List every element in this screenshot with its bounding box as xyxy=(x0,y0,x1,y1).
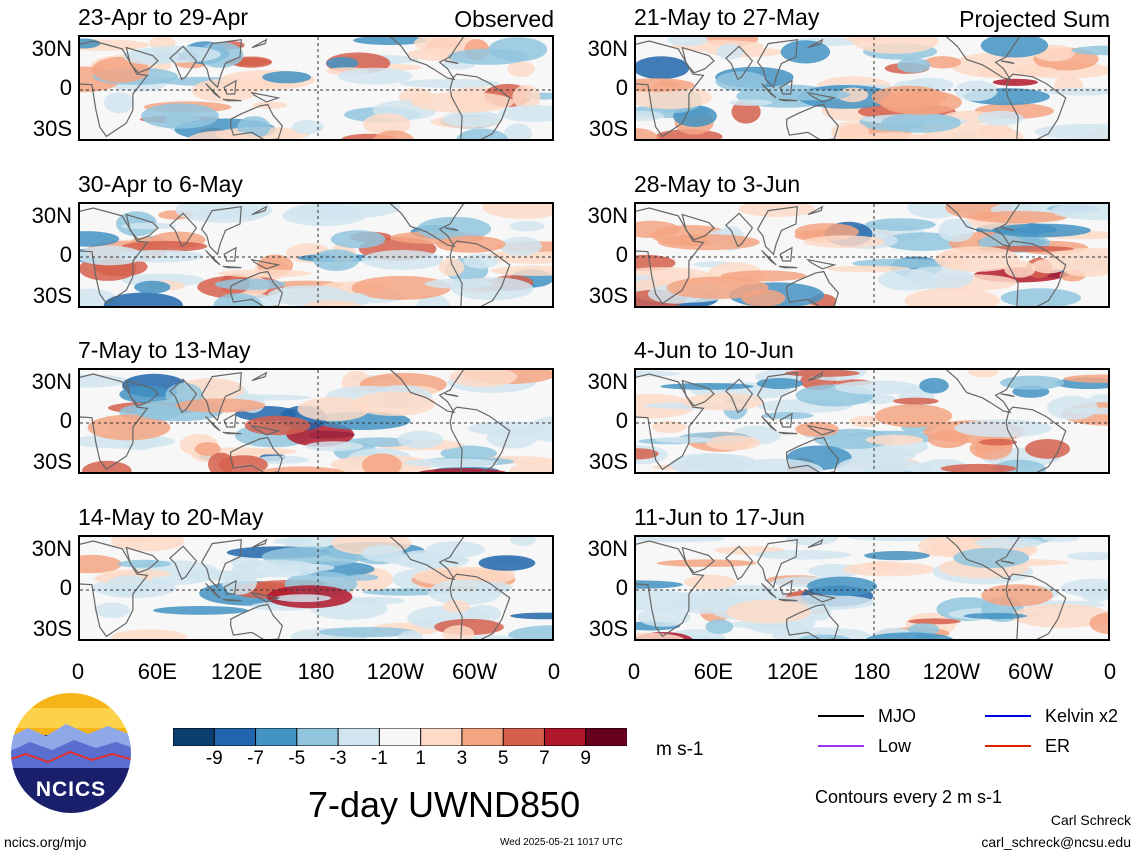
lon-label-right-2: 120E xyxy=(766,659,819,684)
colorbar-swatch-0 xyxy=(172,727,216,747)
lon-label-left-6: 0 xyxy=(547,659,561,684)
lat-label-left-2-0: 30N xyxy=(31,369,72,394)
map-panel-right-3 xyxy=(634,535,1110,641)
colorbar-label-7: 5 xyxy=(497,748,509,769)
legend-label-er: ER xyxy=(1045,736,1071,756)
colorbar-label-3: -3 xyxy=(329,748,347,769)
panel-title-right-0: 21-May to 27-May xyxy=(634,4,820,30)
projected-label: Projected Sum xyxy=(959,6,1110,32)
author-name: Carl Schreck xyxy=(1050,812,1131,828)
colorbar-swatch-9 xyxy=(543,727,587,747)
colorbar-label-2: -5 xyxy=(288,748,306,769)
lat-label-left-1-1: 0 xyxy=(59,242,72,267)
colorbar-swatch-2 xyxy=(255,727,298,747)
lon-label-left-1: 60E xyxy=(137,659,177,684)
lon-label-left-3: 180 xyxy=(297,659,335,684)
colorbar-label-0: -9 xyxy=(205,748,223,769)
lon-label-right-0: 0 xyxy=(627,659,641,684)
lon-label-right-3: 180 xyxy=(853,659,891,684)
lat-label-right-3-1: 0 xyxy=(615,575,628,600)
legend-line-kelvin xyxy=(985,715,1031,717)
legend-label-mjo: MJO xyxy=(878,706,916,726)
main-title: 7-day UWND850 xyxy=(308,784,581,825)
panel-title-right-2: 4-Jun to 10-Jun xyxy=(634,337,794,363)
site-url: ncics.org/mjo xyxy=(4,834,87,850)
lon-label-left-4: 120W xyxy=(366,659,425,684)
panel-title-right-3: 11-Jun to 17-Jun xyxy=(634,504,805,530)
lon-label-left-2: 120E xyxy=(210,659,263,684)
panel-title-right-1: 28-May to 3-Jun xyxy=(634,171,801,197)
lat-label-right-1-0: 30N xyxy=(587,203,628,228)
lat-label-left-1-2: 30S xyxy=(32,283,72,308)
colorbar-swatch-1 xyxy=(213,727,257,747)
ncics-logo: NCICS xyxy=(8,690,134,816)
lat-label-left-0-0: 30N xyxy=(31,36,72,61)
legend-label-kelvin: Kelvin x2 xyxy=(1045,706,1119,726)
map-panel-left-1 xyxy=(78,202,554,308)
map-panel-left-0 xyxy=(78,35,554,141)
panel-title-left-3: 14-May to 20-May xyxy=(78,504,264,530)
lon-label-right-1: 60E xyxy=(693,659,733,684)
colorbar-swatch-8 xyxy=(502,727,546,747)
map-panel-left-3 xyxy=(78,535,554,641)
lat-label-left-3-2: 30S xyxy=(32,616,72,641)
lon-label-right-4: 120W xyxy=(922,659,981,684)
colorbar-label-9: 9 xyxy=(580,748,591,769)
lon-label-left-0: 0 xyxy=(71,659,85,684)
lat-label-right-0-1: 0 xyxy=(615,75,628,100)
colorbar xyxy=(172,727,629,747)
legend-line-low xyxy=(818,745,864,747)
panel-title-left-2: 7-May to 13-May xyxy=(78,337,251,363)
lat-label-left-3-0: 30N xyxy=(31,536,72,561)
map-panel-right-0 xyxy=(634,35,1110,141)
colorbar-label-4: -1 xyxy=(370,748,388,769)
panel-title-left-0: 23-Apr to 29-Apr xyxy=(78,4,249,30)
lat-label-left-2-2: 30S xyxy=(32,449,72,474)
lon-label-right-6: 0 xyxy=(1103,659,1117,684)
colorbar-swatch-10 xyxy=(585,727,629,747)
lat-label-right-3-2: 30S xyxy=(588,616,628,641)
colorbar-swatch-4 xyxy=(337,727,381,747)
colorbar-swatch-7 xyxy=(461,727,505,747)
map-panel-right-1 xyxy=(634,202,1110,308)
map-panel-right-2 xyxy=(634,368,1110,474)
colorbar-label-6: 3 xyxy=(456,748,468,769)
colorbar-label-1: -7 xyxy=(247,748,264,769)
lat-label-right-1-2: 30S xyxy=(588,283,628,308)
lat-label-right-3-0: 30N xyxy=(587,536,628,561)
panel-title-left-1: 30-Apr to 6-May xyxy=(78,171,243,197)
logo-text: NCICS xyxy=(35,778,107,801)
lat-label-left-1-0: 30N xyxy=(31,203,72,228)
lat-label-right-2-2: 30S xyxy=(588,449,628,474)
lon-label-left-5: 60W xyxy=(452,659,498,684)
lat-label-left-0-1: 0 xyxy=(59,75,72,100)
observed-label: Observed xyxy=(454,6,554,32)
legend-line-mjo xyxy=(818,715,864,717)
colorbar-label-5: 1 xyxy=(415,748,426,769)
colorbar-units: m s-1 xyxy=(656,739,704,760)
lat-label-left-3-1: 0 xyxy=(59,575,72,600)
colorbar-swatch-6 xyxy=(420,727,463,747)
lat-label-left-0-2: 30S xyxy=(32,116,72,141)
author-email: carl_schreck@ncsu.edu xyxy=(981,834,1131,850)
lon-label-right-5: 60W xyxy=(1008,659,1054,684)
lat-label-right-0-2: 30S xyxy=(588,116,628,141)
colorbar-swatch-5 xyxy=(378,727,422,747)
timestamp: Wed 2025-05-21 1017 UTC xyxy=(500,837,623,848)
lat-label-right-0-0: 30N xyxy=(587,36,628,61)
lat-label-right-2-0: 30N xyxy=(587,369,628,394)
colorbar-label-8: 7 xyxy=(539,748,550,769)
legend-label-low: Low xyxy=(878,736,912,756)
lat-label-right-1-1: 0 xyxy=(615,242,628,267)
map-panel-left-2 xyxy=(78,368,554,474)
lat-label-right-2-1: 0 xyxy=(615,408,628,433)
contour-note: Contours every 2 m s-1 xyxy=(815,787,1003,807)
legend-line-er xyxy=(985,745,1031,747)
lat-label-left-2-1: 0 xyxy=(59,408,72,433)
colorbar-swatch-3 xyxy=(296,727,340,747)
